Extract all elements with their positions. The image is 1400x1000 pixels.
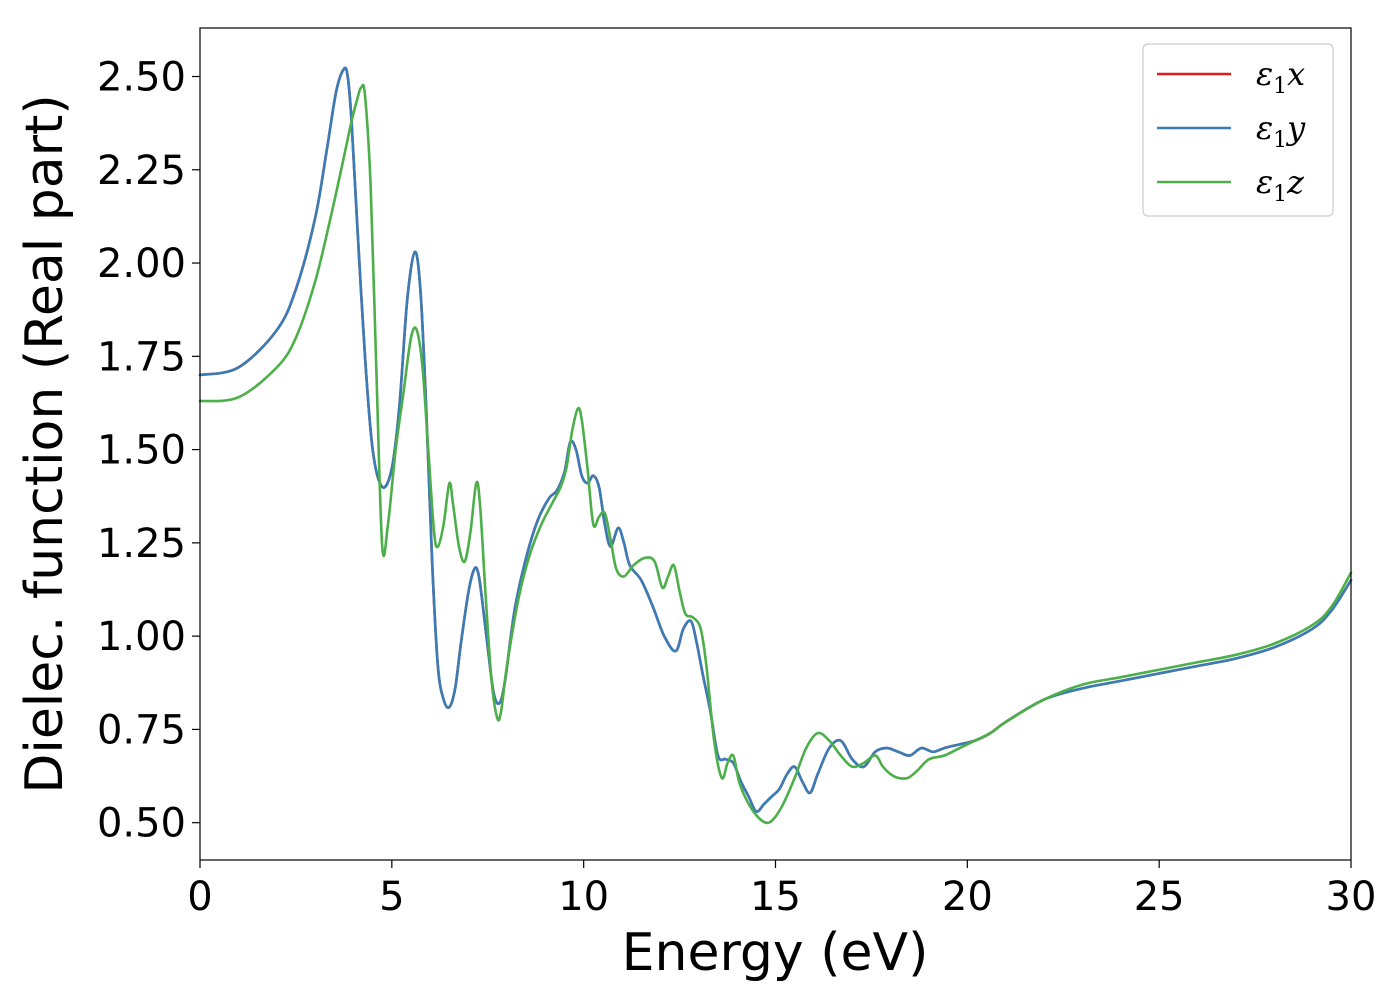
y-tick-label: 2.50 <box>97 55 186 101</box>
y-tick-label: 1.00 <box>97 614 186 660</box>
x-tick-label: 5 <box>379 874 404 920</box>
y-tick-label: 2.00 <box>97 241 186 287</box>
legend-label-z: ε1z <box>1256 163 1305 207</box>
x-axis-label: Energy (eV) <box>622 923 929 983</box>
x-tick-label: 30 <box>1326 874 1377 920</box>
legend-box <box>1142 43 1334 217</box>
y-tick-label: 1.50 <box>97 428 186 474</box>
legend-label-x: ε1x <box>1256 55 1305 99</box>
y-tick-label: 1.75 <box>97 334 186 380</box>
y-axis-label: Dielec. function (Real part) <box>15 94 75 793</box>
y-tick-label: 0.75 <box>97 707 186 753</box>
series-layer <box>198 66 1353 825</box>
y-tick-label: 1.25 <box>97 521 186 567</box>
y-tick-label: 0.50 <box>97 801 186 847</box>
x-tick-label: 0 <box>187 874 212 920</box>
y-tick-label: 2.25 <box>97 148 186 194</box>
series-line-z <box>198 83 1353 825</box>
x-tick-label: 25 <box>1134 874 1185 920</box>
legend-label-y: ε1y <box>1256 109 1306 153</box>
x-tick-label: 15 <box>750 874 801 920</box>
y-axis-ticks: 0.50 0.75 1.00 1.25 1.50 1.75 2.00 2.25 2.50 <box>97 55 200 847</box>
x-axis-ticks: 0 5 10 15 20 25 30 <box>187 860 1376 920</box>
series-line-y <box>198 66 1353 813</box>
x-tick-label: 20 <box>942 874 993 920</box>
x-tick-label: 10 <box>558 874 609 920</box>
legend: ε1x ε1y ε1z <box>1142 43 1334 217</box>
